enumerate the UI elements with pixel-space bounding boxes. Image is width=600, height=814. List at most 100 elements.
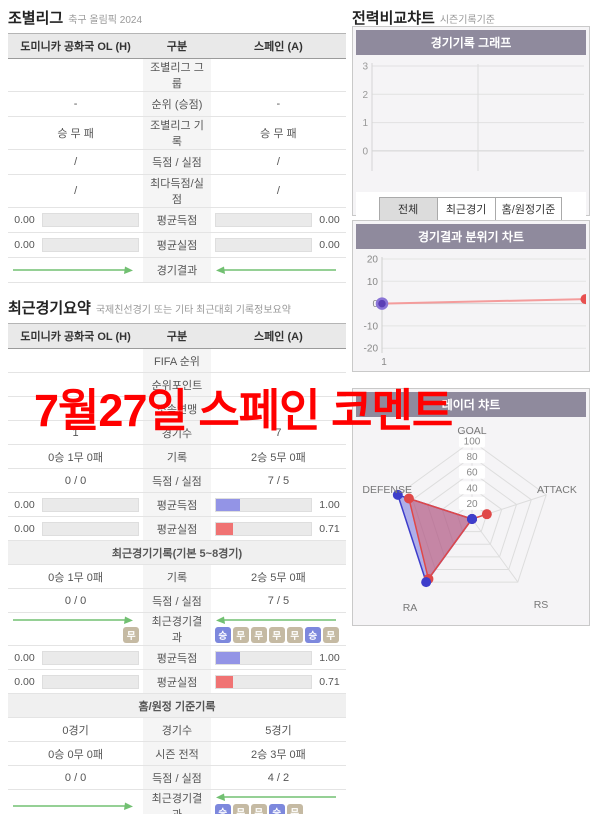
svg-text:DEFENSE: DEFENSE <box>362 484 412 496</box>
recent-results-home <box>12 266 139 275</box>
bar-value: 0.71 <box>319 675 340 688</box>
result-badge: 무 <box>286 626 303 643</box>
home-value-cell: 0.00 <box>8 669 144 694</box>
home-value-cell: 0.00 <box>8 645 144 670</box>
trend-arrow-icon <box>215 266 336 274</box>
divider-header: 구분 <box>143 324 211 349</box>
table-row: 0 / 0 득점 / 실점 7 / 5 <box>8 588 346 613</box>
power-compare-title: 전력비교챠트 시즌기록기준 <box>352 2 592 33</box>
bar-fill <box>215 675 233 688</box>
bar-value: 0.00 <box>14 214 35 226</box>
away-value-cell <box>210 257 346 283</box>
home-value-cell <box>8 58 144 92</box>
result-badge: 무 <box>123 626 140 643</box>
table-row: 0 / 0 득점 / 실점 7 / 5 <box>8 468 346 493</box>
recent-results-away <box>215 266 342 275</box>
table-row: 0.00 평균득점 0.00 <box>8 207 346 233</box>
recent-results-home <box>12 802 139 811</box>
row-label-cell: 평균득점 <box>143 645 211 670</box>
result-badge: 승 <box>304 626 321 643</box>
trend-arrow-icon <box>13 266 133 274</box>
away-value-cell: 0.00 <box>210 232 346 258</box>
table-row: 1 경기수 7 <box>8 420 346 445</box>
row-label-cell: 득점 / 실점 <box>143 588 211 613</box>
svg-text:3: 3 <box>362 62 368 73</box>
svg-text:20: 20 <box>367 255 379 266</box>
row-label-cell: 최근경기결과 <box>143 789 211 814</box>
bar-track <box>42 497 140 512</box>
home-value-cell: 1 <box>8 420 144 445</box>
stat-bar: 0.00 <box>12 238 140 252</box>
row-label-cell: 경기결과 <box>143 257 211 283</box>
away-team-header: 스페인 (A) <box>210 34 346 59</box>
radar-chart-header: 레이더 챠트 <box>356 392 586 417</box>
scope-homeaway-button[interactable]: 홈/원정기준 <box>494 197 563 221</box>
away-value-cell <box>210 348 346 373</box>
bar-track <box>42 521 140 536</box>
away-value-cell: 2승 5무 0패 <box>210 564 346 589</box>
row-label-cell: 소속연맹 <box>143 396 211 421</box>
section-title-text: 전력비교챠트 <box>352 10 435 27</box>
away-value-cell <box>210 372 346 397</box>
bar-fill <box>215 651 240 664</box>
stat-bar: 0.00 <box>214 238 342 252</box>
svg-text:GOAL: GOAL <box>457 425 486 437</box>
trend-arrow-icon <box>215 793 336 801</box>
stat-bar: 0.00 <box>12 674 140 689</box>
bar-value: 0.00 <box>14 239 35 251</box>
bar-fill <box>215 522 233 535</box>
table-header-row: 도미니카 공화국 OL (H) 구분 스페인 (A) <box>8 324 346 349</box>
svg-text:20: 20 <box>466 499 478 510</box>
away-value-cell: / <box>210 149 346 175</box>
divider-header: 구분 <box>143 34 211 59</box>
row-label-cell: 득점 / 실점 <box>143 149 211 175</box>
row-label-cell: 경기수 <box>143 717 211 742</box>
svg-text:2: 2 <box>362 90 368 101</box>
group-league-title: 조별리그 축구 올림픽 2024 <box>8 2 346 34</box>
svg-text:RS: RS <box>534 599 549 611</box>
bar-track <box>214 521 312 536</box>
stat-bar: 0.71 <box>214 521 342 536</box>
mood-chart-panel: 경기결과 분위기 차트 20 10 0 -10 -20 1 <box>352 220 591 372</box>
row-label-cell: 최다득점/실점 <box>143 174 211 208</box>
row-label-cell: FIFA 순위 <box>143 348 211 373</box>
table-row: 0경기 경기수 5경기 <box>8 717 346 742</box>
scope-recent-button[interactable]: 최근경기 <box>436 197 496 221</box>
row-label-cell: 기록 <box>143 564 211 589</box>
scope-all-button[interactable]: 전체 <box>378 197 438 221</box>
record-graph-panel: 경기기록 그래프 3 2 1 0 전체 최근경기 홈/원정기준 <box>352 26 590 225</box>
table-row: 0승 1무 0패 기록 2승 5무 0패 <box>8 564 346 589</box>
radar-chart-panel: 레이더 챠트 20 40 60 80 100 GOAL ATTACK RS RA DEFENSE <box>352 388 590 626</box>
bar-value: 0.00 <box>14 522 35 535</box>
bar-value: 0.00 <box>14 675 35 688</box>
result-badge: 무 <box>268 626 285 643</box>
row-label-cell: 평균실점 <box>143 516 211 541</box>
home-value-cell: 0 / 0 <box>8 588 144 613</box>
bar-value: 0.00 <box>319 214 340 226</box>
home-team-header: 도미니카 공화국 OL (H) <box>8 324 144 349</box>
stat-bar: 0.00 <box>12 650 140 665</box>
table-row: 경기결과 <box>8 257 346 283</box>
recent-matches-table: 도미니카 공화국 OL (H) 구분 스페인 (A) FIFA 순위 순위포인트 소… <box>8 324 346 814</box>
row-label-cell: 조별리그 기록 <box>143 116 211 150</box>
section-subtitle: 국제친선경기 또는 기타 최근대회 기록정보요약 <box>95 305 291 316</box>
home-value-cell <box>8 348 144 373</box>
bar-value: 0.00 <box>14 651 35 664</box>
result-badge: 무 <box>232 803 249 814</box>
stat-bar: 1.00 <box>214 497 342 512</box>
away-value-cell <box>210 396 346 421</box>
row-label-cell: 평균실점 <box>143 232 211 258</box>
away-value-cell: 7 / 5 <box>210 468 346 493</box>
table-header-row: 도미니카 공화국 OL (H) 구분 스페인 (A) <box>8 34 346 59</box>
home-value-cell: 무 <box>8 612 144 646</box>
table-row: 0 / 0 득점 / 실점 4 / 2 <box>8 765 346 790</box>
away-value-cell: 0.71 <box>210 516 346 541</box>
stat-bar: 1.00 <box>214 650 342 665</box>
group-league-table: 도미니카 공화국 OL (H) 구분 스페인 (A) 조별리그 그룹 - 순위 (승… <box>8 34 346 283</box>
away-value-cell: 1.00 <box>210 492 346 517</box>
